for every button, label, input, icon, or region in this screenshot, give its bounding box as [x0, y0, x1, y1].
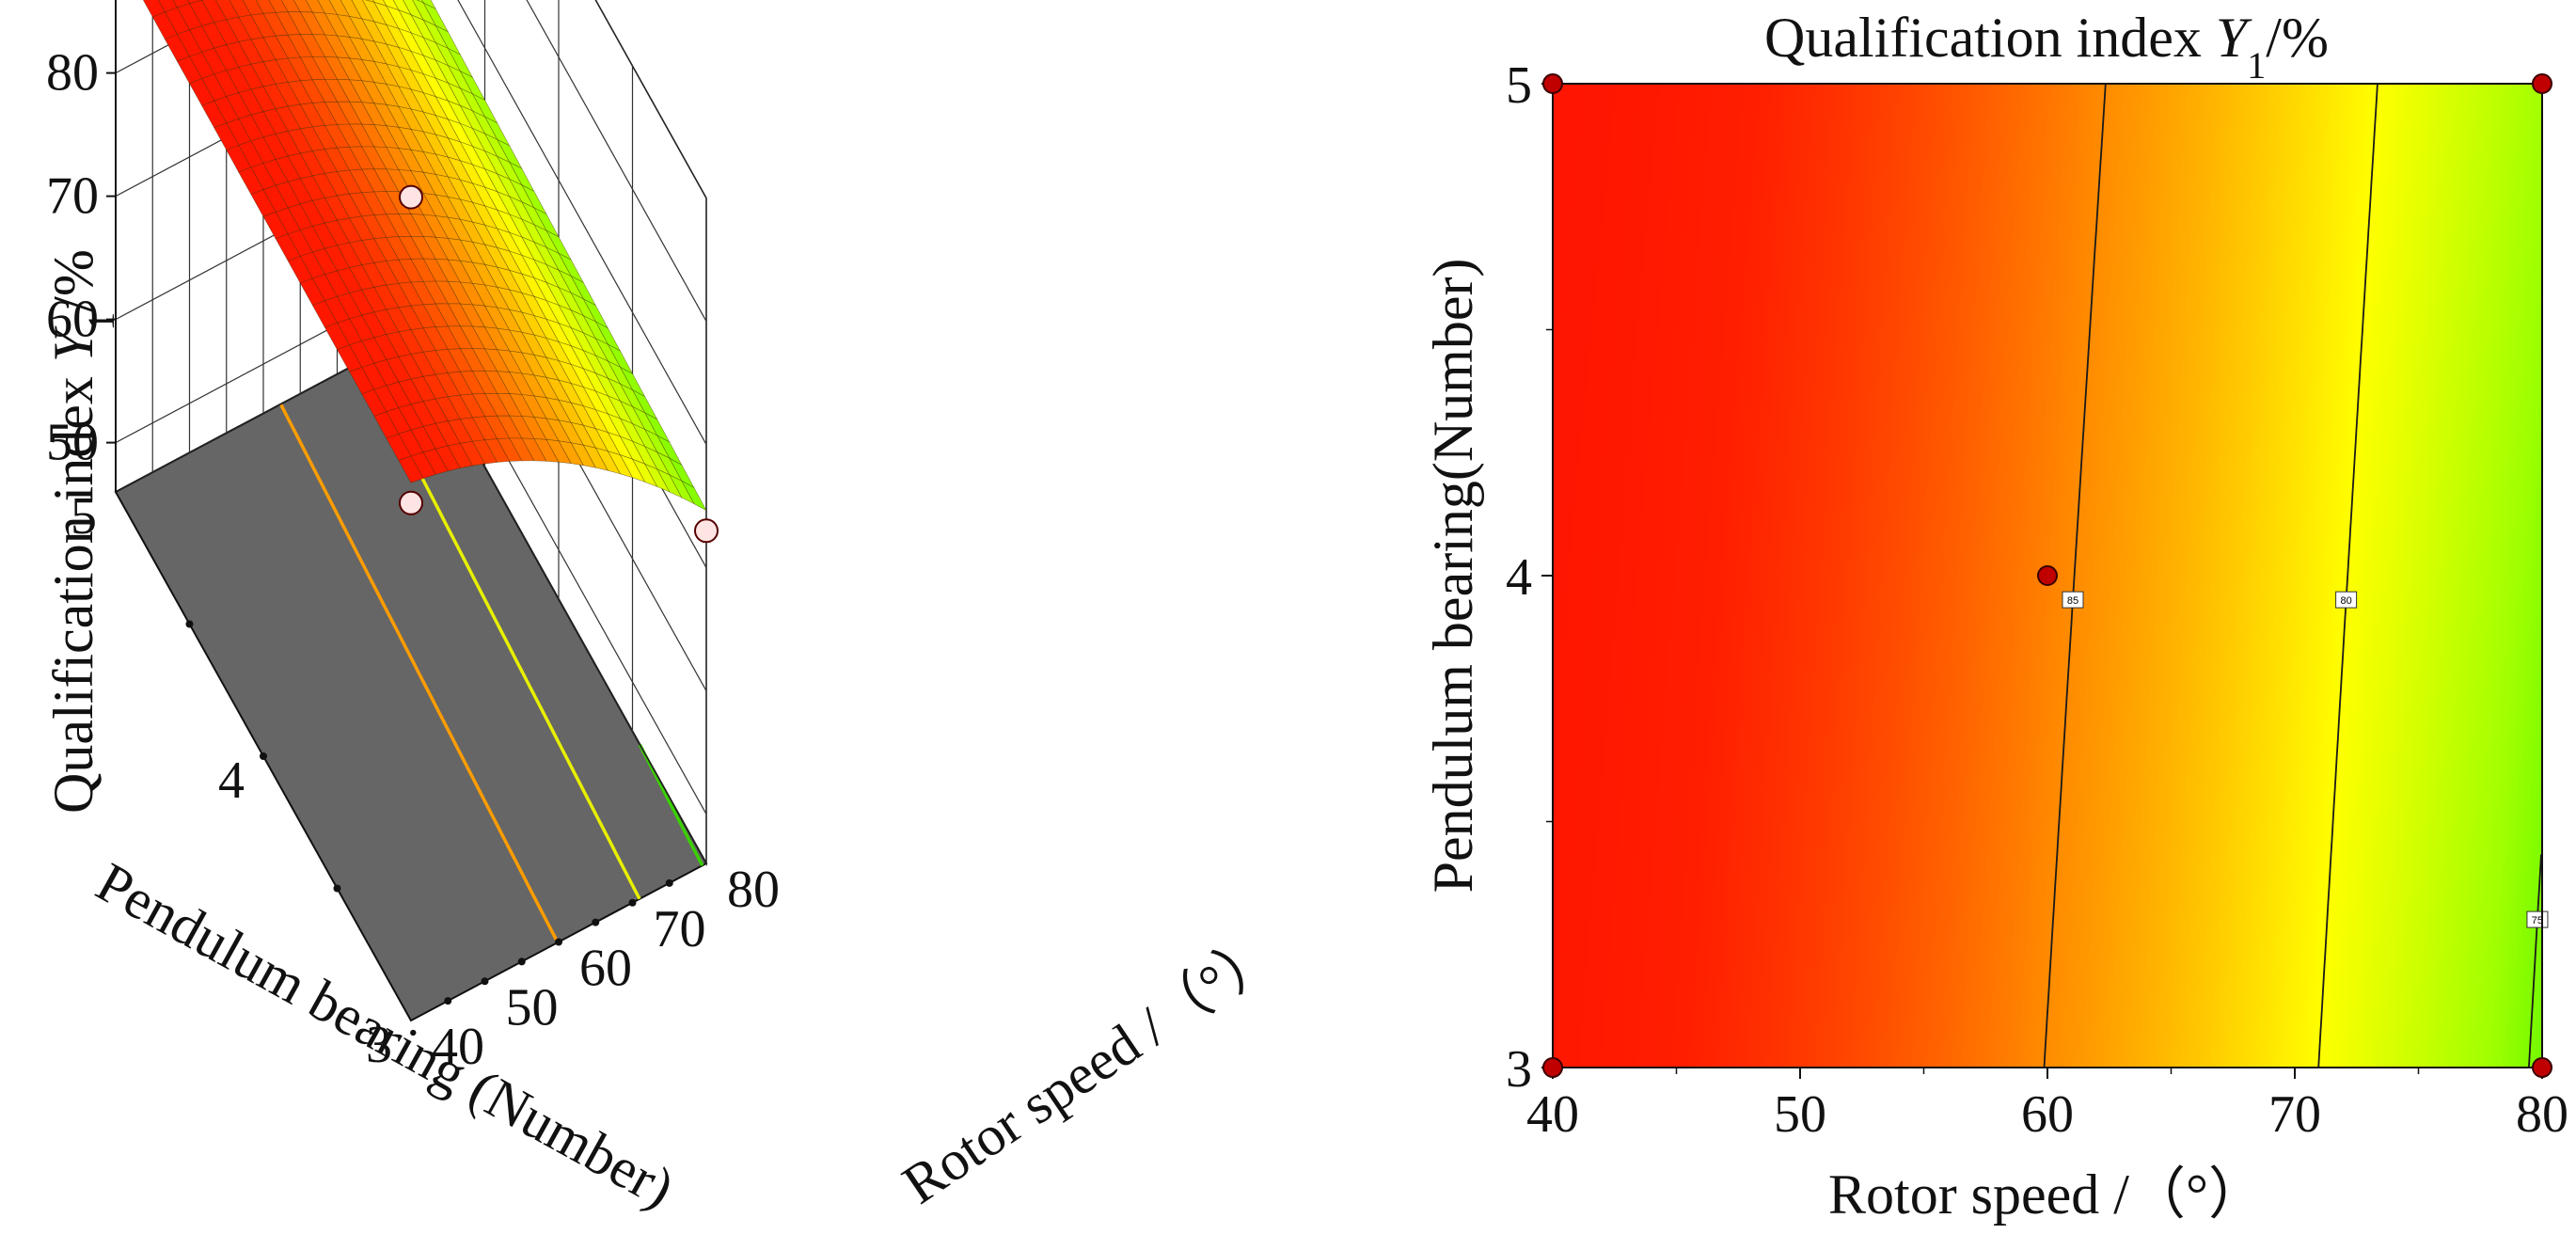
z-axis-title-tail: /%	[42, 249, 104, 312]
y3d-tick-label: 5	[71, 487, 97, 546]
x3d-tick-dot	[517, 957, 526, 966]
y3d-tick-label: 4	[218, 752, 245, 810]
y-tick-label: 5	[1506, 56, 1532, 115]
response-surface	[142, 0, 707, 512]
x-tick-label: 80	[2516, 1085, 2568, 1144]
z-axis-title-var: Y	[42, 325, 104, 362]
design-point-2d	[1542, 1057, 1563, 1078]
design-point-3d	[694, 518, 719, 544]
x3d-tick-label: 70	[654, 900, 706, 958]
design-point-2d	[2532, 73, 2552, 94]
contour-y-axis-title: Pendulum bearing(Number)	[1422, 259, 1484, 894]
contour-line-80	[2317, 84, 2378, 1068]
x3d-tick-label: 40	[432, 1018, 484, 1076]
x3d-tick-dot	[665, 878, 673, 887]
y-tick-label: 3	[1506, 1040, 1532, 1099]
contour-lines	[2043, 84, 2542, 1068]
design-point-3d	[399, 490, 423, 515]
design-points-3d	[399, 184, 719, 544]
contour-label-box	[2335, 591, 2358, 609]
design-point-2d	[2532, 1057, 2552, 1078]
contour-line-75	[2528, 854, 2542, 1068]
contour-title: Qualification index Y1/%	[1764, 7, 2329, 87]
x-tick-label: 40	[1526, 1085, 1579, 1144]
contour-title-sub: 1	[2247, 44, 2266, 87]
design-point-3d	[399, 184, 423, 210]
surface-plot-3d: 50607080901003454050607080 Qualification…	[42, 0, 1288, 1220]
contour-label-85: 85	[2067, 595, 2078, 607]
z-axis-title: Qualification index Y1/%	[42, 249, 122, 814]
contour-label-box	[2062, 591, 2084, 609]
x-axis-title-3d: Rotor speed /（°）	[892, 920, 1288, 1215]
surface-cell	[398, 455, 424, 483]
x3d-tick-dot	[481, 977, 489, 986]
x3d-tick-dot	[592, 918, 600, 926]
x3d-tick-label: 50	[506, 978, 559, 1036]
right-wall	[410, 0, 707, 867]
y3d-tick-dot	[260, 752, 267, 760]
z-tick-label: 50	[46, 414, 99, 472]
z-tick-label: 60	[46, 291, 99, 349]
contour-title-tail: /%	[2266, 7, 2329, 69]
x3d-tick-label: 60	[579, 940, 632, 998]
x3d-tick-dot	[444, 997, 452, 1005]
x3d-tick-label: 80	[727, 861, 780, 919]
design-point-2d	[1542, 73, 1563, 94]
design-point-2d	[2037, 565, 2058, 586]
x3d-tick-dot	[628, 898, 637, 907]
floor-contour-85	[278, 403, 560, 943]
x-tick-label: 60	[2021, 1085, 2074, 1144]
y-tick-label: 4	[1506, 548, 1532, 607]
axis-ticks-3d: 50607080901003454050607080	[46, 44, 780, 1076]
contour-title-main: Qualification index	[1764, 7, 2216, 69]
contour-axis-ticks: 40 50 60 70 80 3 4 5	[1506, 56, 2568, 1144]
y3d-tick-label: 3	[366, 1016, 392, 1074]
x-tick-label: 70	[2268, 1085, 2321, 1144]
floor-contour-75	[638, 743, 704, 867]
z-axis-title-sub: 1	[80, 312, 122, 331]
contour-x-axis-title: Rotor speed /（°）	[1828, 1163, 2265, 1226]
y3d-tick-dot	[185, 620, 194, 628]
contour-label-75: 75	[2532, 915, 2543, 926]
x3d-tick-dot	[555, 938, 562, 946]
contour-title-var: Y	[2216, 7, 2252, 69]
wall-gridline	[115, 0, 255, 74]
contour-line-85	[2043, 84, 2107, 1068]
contour-plot: 85 80 75 40 50 60 70 80 3 4 5 Qualification index…	[1422, 7, 2568, 1226]
z-tick-label: 70	[46, 167, 99, 226]
x-tick-label: 50	[1774, 1085, 1826, 1144]
design-points-2d	[1542, 73, 2552, 1078]
z-tick-label: 80	[46, 44, 99, 103]
contour-label-80: 80	[2340, 595, 2351, 607]
y3d-tick-dot	[333, 884, 341, 893]
z-axis-title-main: Qualification index	[42, 362, 104, 814]
